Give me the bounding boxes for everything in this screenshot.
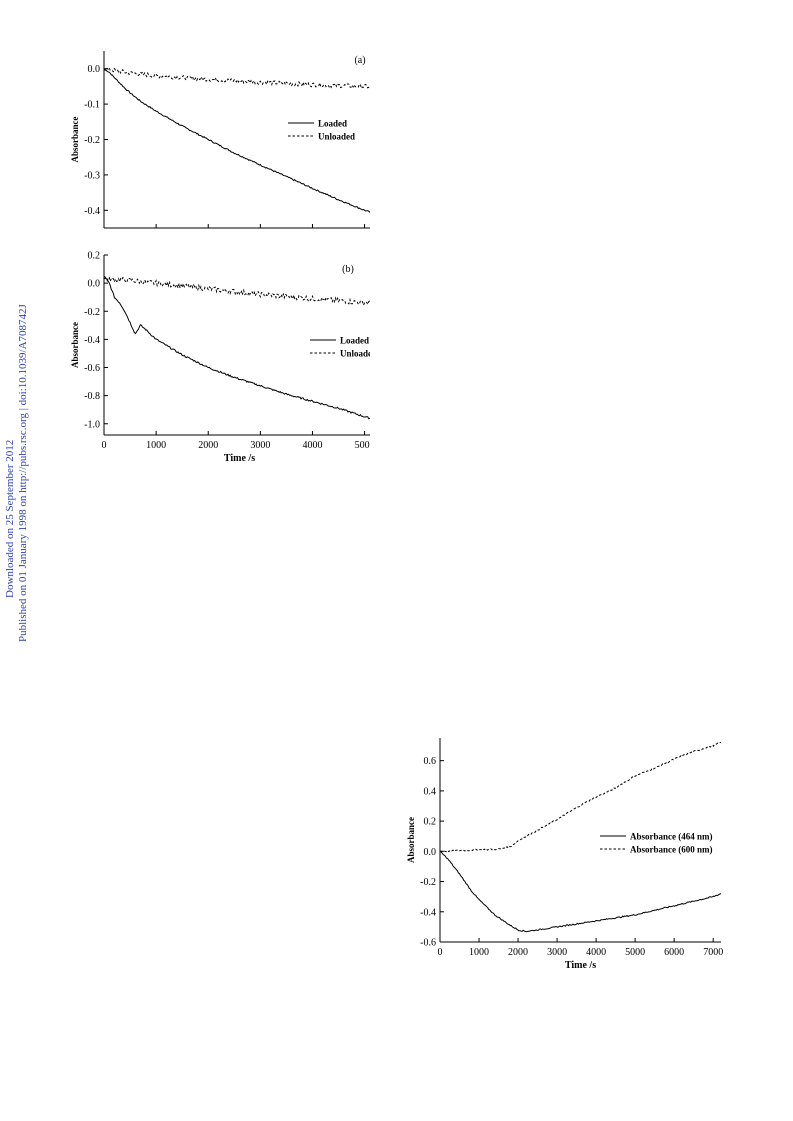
y-tick-label: -0.2 <box>84 307 100 318</box>
x-tick-label: 7000 <box>703 947 723 958</box>
y-tick-label: -0.1 <box>84 100 100 111</box>
y-axis-label: Absorbance <box>70 322 80 368</box>
x-tick-label: 3000 <box>547 947 567 958</box>
x-tick-label: 1000 <box>469 947 489 958</box>
series-line-dashed <box>103 275 370 307</box>
y-axis-label: Absorbance <box>406 817 416 863</box>
chart-panel-a: 0.0 -0.1 -0.2 -0.3 -0.4 Absorbance (a) Loaded Un… <box>70 51 370 229</box>
y-tick-label: -0.3 <box>84 170 100 181</box>
series-line-dashed <box>103 66 370 90</box>
chart-panel-b: 0.2 0.0 -0.2 -0.4 -0.6 -0.8 -1.00 1000 2000 3000 4… <box>70 251 370 464</box>
series-line-solid <box>103 68 370 213</box>
series-line-dashed <box>439 742 721 853</box>
y-tick-label: -0.2 <box>420 877 436 888</box>
download-date-link[interactable]: Downloaded on 25 September 2012 <box>4 439 16 598</box>
y-tick-label: 0.2 <box>88 251 101 262</box>
legend-label: Absorbance (464 nm) <box>630 832 713 842</box>
x-tick-label: 5000 <box>355 440 370 451</box>
y-tick-label: -0.6 <box>84 363 100 374</box>
legend-label: Unloaded <box>318 132 355 142</box>
x-tick-label: 4000 <box>586 947 606 958</box>
publication-doi-link[interactable]: Published on 01 January 1998 on http://p… <box>17 304 29 642</box>
x-axis-label: Time /s <box>565 960 596 971</box>
series-line-solid <box>103 275 370 420</box>
x-tick-label: 2000 <box>508 947 528 958</box>
legend-label: Loaded <box>318 119 347 129</box>
y-tick-label: -0.6 <box>420 938 436 949</box>
x-tick-label: 1000 <box>146 440 166 451</box>
series-line-solid <box>439 850 722 933</box>
y-tick-label: -0.8 <box>84 391 100 402</box>
x-tick-label: 3000 <box>250 440 270 451</box>
y-tick-label: 0.0 <box>88 64 101 75</box>
legend-label: Loaded <box>340 336 369 346</box>
y-tick-label: 0.2 <box>424 817 437 828</box>
y-tick-label: 0.0 <box>88 279 101 290</box>
y-tick-label: -1.0 <box>84 419 100 430</box>
y-tick-label: -0.4 <box>84 206 100 217</box>
x-tick-label: 6000 <box>664 947 684 958</box>
y-axis-label: Absorbance <box>70 116 80 162</box>
x-tick-label: 5000 <box>625 947 645 958</box>
x-tick-label: 0 <box>438 947 443 958</box>
x-axis-label: Time /s <box>224 453 255 464</box>
legend-label: Unloaded <box>340 349 370 359</box>
y-tick-label: 0.4 <box>424 786 437 797</box>
download-info-sidebar: Downloaded on 25 September 2012 Publishe… <box>0 0 30 660</box>
y-tick-label: -0.4 <box>420 907 436 918</box>
chart-absorbance-464-600: 0.6 0.4 0.2 0.0 -0.2 -0.4 -0.60 1000 2000 3000 400… <box>406 738 723 971</box>
x-tick-label: 0 <box>102 440 107 451</box>
x-tick-label: 4000 <box>302 440 322 451</box>
y-tick-label: 0.6 <box>424 756 437 767</box>
panel-label: (b) <box>342 264 354 275</box>
legend-label: Absorbance (600 nm) <box>630 845 713 855</box>
y-tick-label: -0.2 <box>84 135 100 146</box>
y-tick-label: -0.4 <box>84 335 100 346</box>
panel-label: (a) <box>354 55 365 66</box>
y-tick-label: 0.0 <box>424 847 437 858</box>
x-tick-label: 2000 <box>198 440 218 451</box>
